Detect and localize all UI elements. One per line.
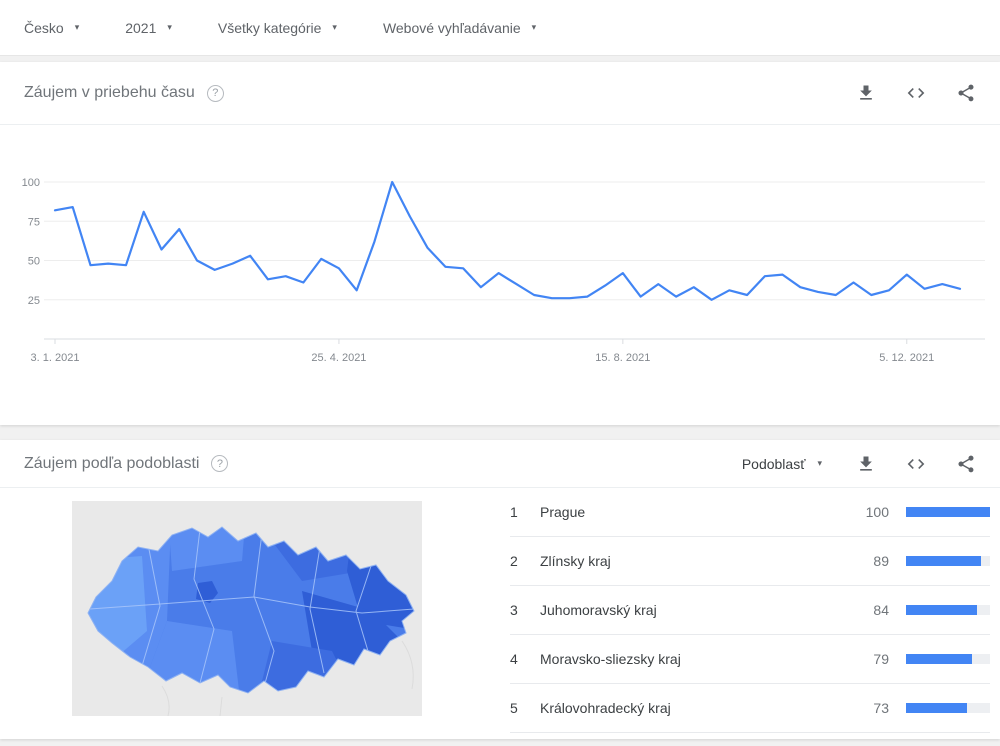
- svg-text:3. 1. 2021: 3. 1. 2021: [31, 352, 80, 364]
- help-icon[interactable]: ?: [211, 455, 229, 472]
- card-title: Záujem v priebehu času: [24, 84, 195, 101]
- regions-body: 1 Prague 100 2 Zlínsky kraj 89 3 Juhomoravský k…: [0, 488, 1000, 739]
- region-value: 84: [873, 602, 889, 618]
- region-row[interactable]: 3 Juhomoravský kraj 84: [510, 586, 990, 635]
- region-rank: 3: [510, 602, 518, 618]
- region-rank: 1: [510, 504, 518, 520]
- embed-icon[interactable]: [906, 454, 926, 474]
- region-name: Královohradecký kraj: [540, 700, 671, 716]
- svg-text:15. 8. 2021: 15. 8. 2021: [595, 352, 650, 364]
- czechia-map[interactable]: [72, 501, 422, 716]
- region-bar: [906, 605, 990, 615]
- chevron-down-icon: ▾: [817, 458, 822, 468]
- svg-text:100: 100: [22, 177, 40, 189]
- region-rank: 4: [510, 651, 518, 667]
- region-bar: [906, 703, 990, 713]
- region-value: 73: [873, 700, 889, 716]
- svg-text:5. 12. 2021: 5. 12. 2021: [879, 352, 934, 364]
- region-list: 1 Prague 100 2 Zlínsky kraj 89 3 Juhomoravský k…: [510, 488, 990, 733]
- region-row[interactable]: 2 Zlínsky kraj 89: [510, 537, 990, 586]
- download-icon[interactable]: [856, 83, 876, 103]
- chevron-down-icon: ▾: [167, 22, 172, 32]
- region-value: 89: [873, 553, 889, 569]
- region-bar-fill: [906, 556, 981, 566]
- filter-bar: Česko ▾ 2021 ▾ Všetky kategórie ▾ Webové vyhľa…: [0, 0, 1000, 56]
- region-name: Juhomoravský kraj: [540, 602, 657, 618]
- neighbor-borders: [161, 640, 414, 716]
- help-icon[interactable]: ?: [206, 84, 224, 102]
- filter-geo[interactable]: Česko ▾: [24, 20, 79, 36]
- region-row[interactable]: 5 Královohradecký kraj 73: [510, 684, 990, 733]
- filter-label: Všetky kategórie: [217, 19, 322, 36]
- filter-time[interactable]: 2021 ▾: [125, 20, 172, 36]
- filter-search-type[interactable]: Webové vyhľadávanie ▾: [383, 20, 536, 36]
- region-value: 100: [865, 504, 889, 520]
- region-bar-fill: [906, 703, 968, 713]
- svg-text:25. 4. 2021: 25. 4. 2021: [311, 352, 366, 364]
- subregion-mode-label: Podoblasť: [741, 455, 806, 472]
- svg-text:25: 25: [28, 295, 40, 307]
- interest-by-region-card: Záujem podľa podoblasti ? Podoblasť ▾: [0, 440, 1000, 739]
- czechia-outline: [87, 526, 415, 694]
- filter-label: Webové vyhľadávanie: [382, 19, 521, 36]
- interest-over-time-card: Záujem v priebehu času ? 25 50 75 100 3. 1. …: [0, 62, 1000, 425]
- svg-text:50: 50: [28, 256, 40, 268]
- chevron-down-icon: ▾: [74, 22, 80, 32]
- region-bar-fill: [906, 507, 990, 517]
- interest-by-region-header: Záujem podľa podoblasti ? Podoblasť ▾: [0, 440, 1000, 488]
- interest-over-time-header: Záujem v priebehu času ?: [0, 62, 1000, 125]
- region-name: Moravsko-sliezsky kraj: [540, 651, 681, 667]
- region-bar: [906, 556, 990, 566]
- filter-category[interactable]: Všetky kategórie ▾: [218, 20, 337, 36]
- card-title: Záujem podľa podoblasti: [24, 454, 200, 472]
- region-rank: 5: [510, 700, 518, 716]
- chevron-down-icon: ▾: [332, 22, 337, 32]
- filter-label: 2021: [125, 19, 157, 36]
- embed-icon[interactable]: [906, 83, 926, 103]
- region-row[interactable]: 4 Moravsko-sliezsky kraj 79: [510, 635, 990, 684]
- czechia-regions: [88, 527, 414, 693]
- share-icon[interactable]: [956, 83, 976, 103]
- region-row[interactable]: 1 Prague 100: [510, 488, 990, 537]
- download-icon[interactable]: [856, 454, 876, 474]
- region-bar: [906, 654, 990, 664]
- chevron-down-icon: ▾: [531, 22, 537, 32]
- timeseries-chart[interactable]: 25 50 75 100 3. 1. 2021 25. 4. 2021 15. 8. 202…: [0, 125, 1000, 375]
- region-bar: [906, 507, 990, 517]
- region-bar-fill: [906, 605, 977, 615]
- filter-label: Česko: [24, 19, 64, 36]
- region-value: 79: [873, 651, 889, 667]
- subregion-mode-dropdown[interactable]: Podoblasť ▾: [742, 456, 822, 472]
- region-name: Prague: [540, 504, 586, 520]
- share-icon[interactable]: [956, 454, 976, 474]
- region-name: Zlínsky kraj: [540, 553, 611, 569]
- region-rank: 2: [510, 553, 518, 569]
- region-bar-fill: [906, 654, 973, 664]
- svg-text:75: 75: [28, 216, 40, 228]
